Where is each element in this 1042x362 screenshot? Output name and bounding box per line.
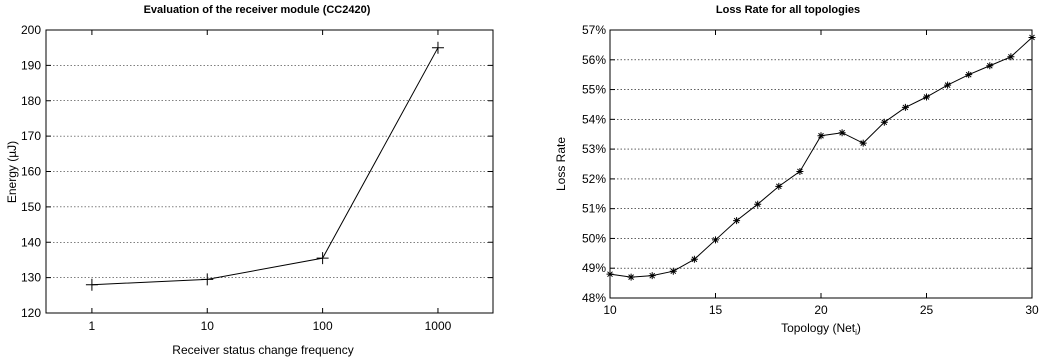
data-point-asterisk-marker [901,103,909,111]
data-point-asterisk-marker [859,139,867,147]
data-point-asterisk-marker [838,129,846,137]
loss-rate-x-label-subscript: i [855,328,857,337]
y-tick-label: 54% [582,112,606,126]
data-point-asterisk-marker [712,236,719,244]
x-tick-label: 1 [89,319,96,333]
data-point-asterisk-marker [1007,53,1015,61]
y-tick-label: 190 [21,58,41,72]
data-point-plus-marker [316,252,329,265]
y-tick-label: 48% [582,291,606,305]
energy-chart: Evaluation of the receiver module (CC242… [5,4,494,357]
y-tick-label: 55% [582,83,606,97]
data-point-plus-marker [85,278,98,291]
data-point-asterisk-marker [923,93,930,101]
y-tick-label: 56% [582,53,606,67]
energy-chart-series [85,41,444,291]
x-tick-label: 15 [709,303,723,317]
energy-chart-gridlines [46,65,493,278]
loss-rate-chart-title: Loss Rate for all topologies [716,4,860,16]
energy-chart-x-ticks: 1 10 100 1000 [89,30,452,333]
data-point-asterisk-marker [627,273,635,281]
data-point-asterisk-marker [690,255,698,263]
y-tick-label: 170 [21,129,41,143]
data-point-asterisk-marker [733,217,741,225]
y-tick-label: 160 [21,165,41,179]
loss-rate-x-label-end: ) [857,321,861,335]
data-point-asterisk-marker [817,132,825,140]
x-tick-label: 1000 [425,319,452,333]
y-tick-label: 200 [21,23,41,37]
x-tick-label: 10 [603,303,617,317]
loss-rate-x-label-main: Topology (Net [781,321,856,335]
x-tick-label: 20 [814,303,828,317]
loss-rate-chart-y-ticks: 48% 49% 50% 51% 52% 53% 54% 55% 56% 57% [582,23,1032,305]
y-tick-label: 51% [582,202,606,216]
data-point-asterisk-marker [880,118,888,126]
loss-rate-chart-plot-frame [609,29,1033,299]
data-point-plus-marker [201,273,214,286]
energy-chart-y-axis-label: Energy (µJ) [5,141,19,203]
y-tick-label: 52% [582,172,606,186]
loss-rate-chart-y-axis-label: Loss Rate [554,137,568,191]
data-point-asterisk-marker [986,62,994,70]
energy-chart-title: Evaluation of the receiver module (CC242… [144,4,371,16]
series-line [91,47,439,286]
y-tick-label: 50% [582,231,606,245]
y-tick-label: 130 [21,271,41,285]
x-tick-label: 25 [920,303,934,317]
data-point-asterisk-marker [754,200,762,208]
data-point-plus-marker [431,41,444,54]
data-point-asterisk-marker [606,270,614,278]
loss-rate-chart-series [606,33,1036,281]
data-point-asterisk-marker [648,272,656,280]
y-tick-label: 49% [582,261,606,275]
data-point-asterisk-marker [1028,33,1036,41]
data-point-asterisk-marker [965,71,973,79]
loss-rate-chart-x-ticks: 10 15 20 25 30 [603,30,1039,317]
loss-rate-chart-x-axis-label: Topology (Neti) [781,321,861,337]
energy-chart-y-ticks: 120 130 140 150 160 170 180 190 200 [21,23,493,320]
loss-rate-chart: Loss Rate for all topologies 48% 49% 50% 51… [554,4,1039,337]
loss-rate-chart-gridlines [610,59,1032,269]
x-tick-label: 100 [313,319,333,333]
y-tick-label: 120 [21,306,41,320]
data-point-asterisk-marker [796,167,804,175]
energy-chart-x-axis-label: Receiver status change frequency [172,343,353,357]
y-tick-label: 150 [21,200,41,214]
data-point-asterisk-marker [669,267,677,275]
x-tick-label: 30 [1025,303,1039,317]
y-tick-label: 180 [21,94,41,108]
data-point-asterisk-marker [775,182,783,190]
y-tick-label: 140 [21,235,41,249]
y-tick-label: 57% [582,23,606,37]
data-point-asterisk-marker [944,81,952,89]
y-tick-label: 53% [582,142,606,156]
x-tick-label: 10 [201,319,215,333]
